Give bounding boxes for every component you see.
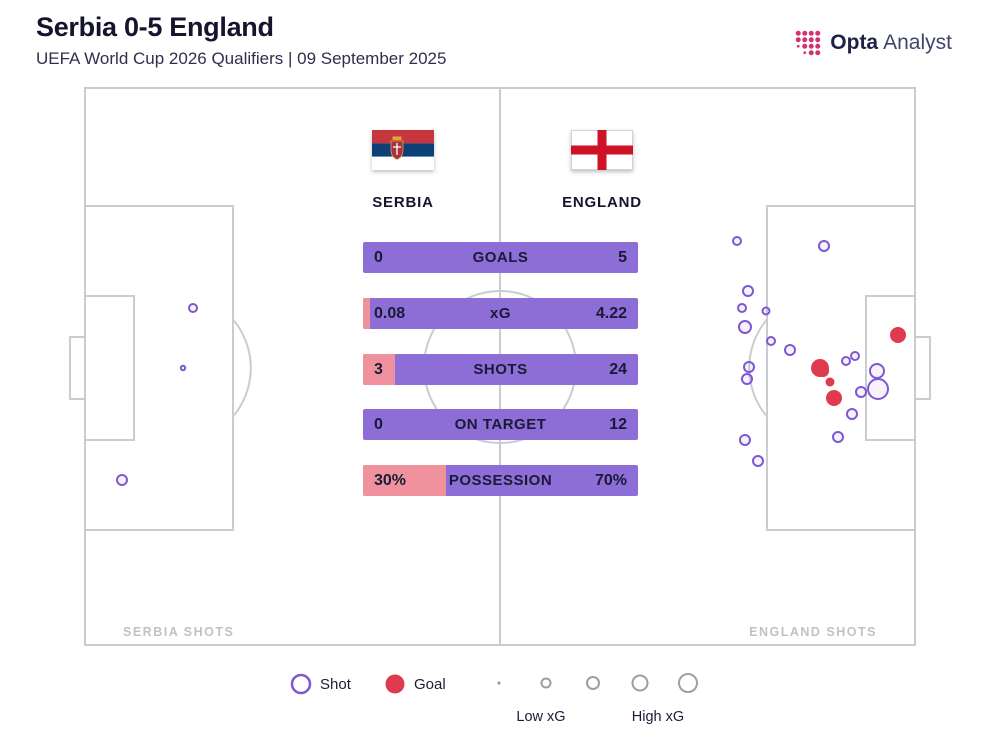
goal-marker <box>890 327 906 343</box>
header: Serbia 0-5 England UEFA World Cup 2026 Q… <box>36 12 446 69</box>
home-team-block: SERBIA <box>328 130 478 211</box>
right-penalty-arc <box>748 318 768 418</box>
away-team-name: ENGLAND <box>562 194 642 211</box>
shot-marker <box>818 240 830 252</box>
shot-legend-icon <box>290 673 312 695</box>
left-penalty-arc <box>232 318 252 418</box>
shot-marker <box>850 351 860 361</box>
shot-marker <box>739 434 751 446</box>
right-goal <box>914 336 931 400</box>
england-shot-markers <box>732 236 906 467</box>
shot-marker <box>737 303 747 313</box>
shot-legend-label: Shot <box>320 676 352 693</box>
shot-marker <box>116 474 128 486</box>
brand-text: Opta Analyst <box>830 31 952 55</box>
goal-marker <box>811 359 829 377</box>
xg-scale-circle <box>497 681 501 685</box>
serbia-shots-label: SERBIA SHOTS <box>123 625 234 639</box>
goal-legend-label: Goal <box>414 676 446 693</box>
stat-label: POSSESSION <box>448 472 553 490</box>
shot-marker <box>179 364 187 372</box>
shot-marker <box>743 361 755 373</box>
away-value: 12 <box>609 416 627 434</box>
goal-legend-icon <box>385 674 405 694</box>
opta-dots-icon <box>796 30 821 56</box>
home-team-name: SERBIA <box>372 194 434 211</box>
xg-scale-circle <box>631 674 649 692</box>
stat-label: GOALS <box>472 249 529 266</box>
stat-bar-possession: 30% POSSESSION 70% <box>363 465 638 497</box>
shot-marker <box>752 455 764 467</box>
stat-label: SHOTS <box>473 360 528 378</box>
home-share-fill <box>363 353 395 385</box>
stat-bar-shots: 3 SHOTS 24 <box>363 353 638 385</box>
home-value: 0 <box>374 416 383 434</box>
stat-rows: 0 GOALS 5 0.08 xG 4.22 3 SHOTS 24 0 ON TARGET 12 30%… <box>363 242 638 521</box>
page-title: Serbia 0-5 England <box>36 12 274 42</box>
shot-marker <box>855 386 867 398</box>
serbia-shot-markers <box>116 303 198 486</box>
shot-marker <box>766 336 776 346</box>
left-six-yard-box <box>84 295 135 441</box>
stats-panel: SERBIA ENGLAND 0 GOALS 5 0.08 xG 4.22 3 SHOTS 24… <box>363 130 641 500</box>
brand-name-bold: Opta <box>830 31 879 54</box>
stat-bar-xg: 0.08 xG 4.22 <box>363 297 638 329</box>
shot-marker <box>784 344 796 356</box>
left-goal <box>69 336 86 400</box>
right-penalty-area <box>766 205 916 531</box>
shot-marker <box>742 285 754 297</box>
england-shots-label: ENGLAND SHOTS <box>749 625 877 639</box>
shot-marker <box>867 378 889 400</box>
pitch-lines <box>69 87 931 646</box>
away-value: 4.22 <box>595 304 627 322</box>
shot-marker <box>869 363 885 379</box>
shot-marker <box>188 303 198 313</box>
shot-marker <box>832 431 844 443</box>
home-share-fill <box>363 297 370 329</box>
home-share-fill <box>363 465 446 497</box>
shot-marker <box>738 320 752 334</box>
stat-label: xG <box>489 304 511 322</box>
xg-scale-circle <box>678 673 698 693</box>
opta-analyst-logo: Opta Analyst <box>795 30 952 56</box>
xg-size-scale <box>497 673 698 693</box>
left-penalty-area <box>84 205 234 531</box>
england-flag <box>571 130 633 170</box>
xg-scale-circle <box>540 677 552 689</box>
shot-marker <box>741 373 753 385</box>
xg-scale-circle <box>586 676 600 690</box>
serbia-flag <box>372 130 434 170</box>
home-value: 3 <box>374 360 383 378</box>
low-xg-label: Low xG <box>516 709 565 725</box>
shot-marker <box>841 356 851 366</box>
shot-marker <box>846 408 858 420</box>
goal-marker <box>825 377 835 387</box>
away-value: 24 <box>609 360 627 378</box>
high-xg-label: High xG <box>632 709 684 725</box>
home-value: 30% <box>374 472 407 490</box>
stat-bar-goals: 0 GOALS 5 <box>363 242 638 273</box>
home-value: 0.08 <box>374 304 406 322</box>
away-team-block: ENGLAND <box>527 130 677 211</box>
stat-bar-on-target: 0 ON TARGET 12 <box>363 409 638 441</box>
away-value: 5 <box>618 249 627 266</box>
page-subtitle: UEFA World Cup 2026 Qualifiers | 09 Sept… <box>36 49 447 68</box>
brand-name-light: Analyst <box>883 31 952 54</box>
away-value: 70% <box>594 472 627 490</box>
shot-marker <box>761 306 771 316</box>
home-value: 0 <box>374 249 383 266</box>
stat-label: ON TARGET <box>454 416 547 434</box>
goal-marker <box>826 390 842 406</box>
shot-marker <box>732 236 742 246</box>
